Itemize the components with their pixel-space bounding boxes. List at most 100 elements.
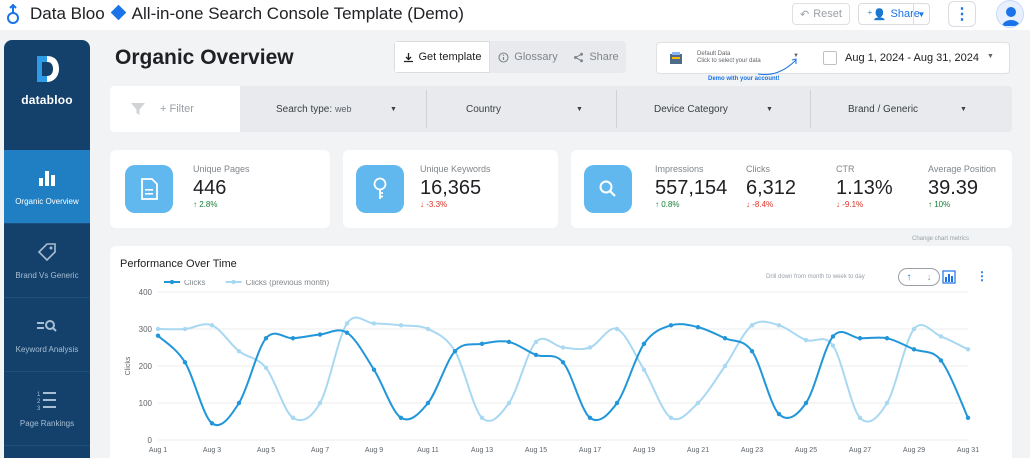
data-point (695, 400, 701, 406)
reset-button[interactable]: ↶ Reset (792, 3, 850, 25)
document-icon (125, 165, 173, 213)
data-point (965, 415, 971, 420)
get-template-button[interactable]: Get template (394, 41, 490, 73)
device-category-dropdown[interactable]: Device Category (654, 103, 728, 115)
chart-metrics-icon[interactable] (942, 270, 956, 284)
data-point (479, 415, 485, 420)
x-tick-label: Aug 13 (471, 447, 493, 454)
date-range-picker[interactable]: Aug 1, 2024 - Aug 31, 2024 (845, 52, 979, 64)
share-report-button[interactable]: Share (566, 41, 626, 73)
brand-generic-dropdown[interactable]: Brand / Generic (848, 103, 919, 115)
kpi-label: Unique Pages (193, 164, 250, 174)
data-point (776, 411, 782, 417)
sidebar-item-organic-overview[interactable]: Organic Overview (4, 150, 90, 224)
kpi-card-unique-keywords: Unique Keywords 16,365 ↓ -3.3% (343, 150, 558, 228)
data-point (803, 400, 809, 406)
data-point (803, 337, 809, 343)
more-options-button[interactable]: ⋮ (948, 1, 976, 27)
chevron-down-icon[interactable]: ▼ (960, 105, 967, 113)
arrow-up-icon: ↑ (193, 200, 197, 209)
avatar[interactable] (996, 0, 1024, 28)
y-tick-label: 0 (148, 436, 153, 445)
data-point (182, 360, 188, 365)
kpi-value: 446 (193, 177, 227, 199)
data-point (263, 336, 269, 341)
data-point (290, 336, 296, 341)
share-label: Share (890, 8, 920, 20)
data-point (344, 330, 350, 335)
data-point (452, 349, 458, 354)
glossary-label: Glossary (514, 51, 558, 63)
search-type-dropdown[interactable]: Search type: web (276, 86, 351, 132)
x-tick-label: Aug 25 (795, 447, 817, 454)
search-type-label: Search type: (276, 103, 333, 115)
data-source-subtitle[interactable]: Click to select your data (697, 58, 761, 64)
arrow-up-icon: ↑ (928, 200, 932, 209)
add-filter-button[interactable]: + Filter (110, 86, 240, 132)
x-tick-label: Aug 17 (579, 447, 601, 454)
search-icon (584, 165, 632, 213)
y-tick-label: 200 (139, 362, 153, 371)
chevron-down-icon[interactable]: ▼ (390, 105, 397, 113)
data-point (587, 415, 593, 420)
sidebar-item-brand-vs-generic[interactable]: Brand Vs Generic (4, 224, 90, 298)
data-point (938, 334, 944, 339)
data-point (587, 345, 593, 350)
x-tick-label: Aug 9 (365, 447, 383, 454)
data-point (560, 360, 566, 365)
data-point (614, 400, 620, 406)
glossary-button[interactable]: Glossary (490, 41, 566, 73)
data-point (857, 336, 863, 341)
kpi-delta: ↑ 0.8% (655, 200, 680, 209)
data-point (182, 326, 188, 332)
chevron-down-icon[interactable]: ▼ (987, 53, 994, 60)
kpi-value: 16,365 (420, 177, 482, 199)
data-point (371, 367, 377, 372)
data-point (668, 415, 674, 420)
key-icon (356, 165, 404, 213)
chevron-down-icon[interactable]: ▼ (913, 4, 929, 24)
x-tick-label: Aug 23 (741, 447, 763, 454)
drill-down-icon[interactable]: ↓ (926, 271, 932, 283)
x-tick-label: Aug 15 (525, 447, 547, 454)
data-point (722, 336, 728, 341)
drill-up-icon[interactable]: ↑ (906, 271, 912, 283)
data-point (776, 323, 782, 328)
x-tick-label: Aug 21 (687, 447, 709, 454)
country-dropdown[interactable]: Country (466, 103, 502, 115)
data-source-title[interactable]: Default Data (697, 51, 731, 57)
add-filter-label: + Filter (160, 103, 194, 115)
kpi-delta: ↑ 10% (928, 200, 951, 209)
divider (426, 90, 427, 128)
kpi-value: 1.13% (836, 177, 893, 199)
calendar-icon (823, 51, 837, 65)
chart-more-options-icon[interactable]: ⋮ (976, 269, 988, 283)
share-button[interactable]: ⁺👤 Share ▼ (858, 3, 930, 25)
report-canvas: databloo Organic Overview Brand Vs Gener… (0, 30, 1030, 458)
legend-marker (169, 280, 175, 285)
data-point (236, 349, 242, 354)
search-type-value: web (334, 104, 352, 114)
sidebar-item-keyword-analysis[interactable]: Keyword Analysis (4, 298, 90, 372)
share-icon (574, 52, 584, 62)
data-point (965, 347, 971, 352)
chevron-down-icon[interactable]: ▼ (766, 105, 773, 113)
data-point (425, 326, 431, 332)
data-point (938, 358, 944, 363)
data-point (722, 363, 728, 369)
chevron-down-icon[interactable]: ▼ (576, 105, 583, 113)
x-tick-label: Aug 27 (849, 447, 871, 454)
report-title-prefix: Data Bloo (30, 4, 105, 23)
chevron-down-icon[interactable]: ▼ (793, 53, 799, 59)
data-point (884, 336, 890, 341)
data-point (641, 341, 647, 346)
data-point (749, 349, 755, 354)
tag-icon (36, 241, 58, 263)
drill-down-note: Drill down from month to week to day (766, 274, 865, 280)
divider (810, 90, 811, 128)
user-icon (1002, 7, 1020, 26)
brand: databloo (4, 54, 90, 107)
data-point (317, 400, 323, 406)
diamond-icon (110, 4, 126, 21)
